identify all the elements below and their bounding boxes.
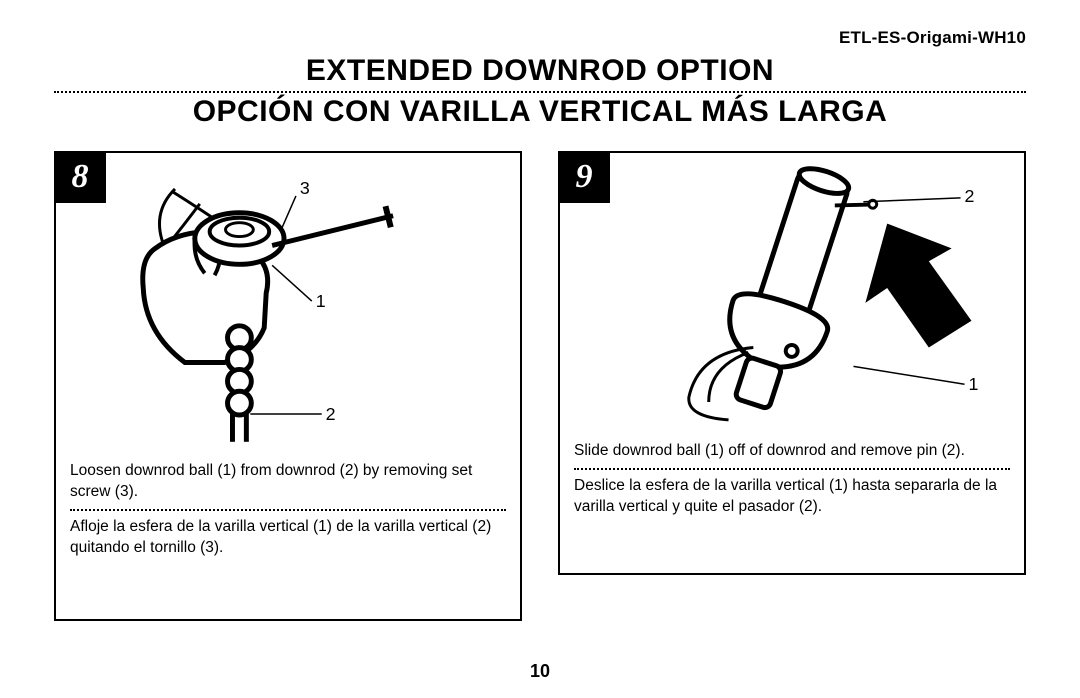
callout-1: 1 (968, 374, 978, 394)
caption-english: Loosen downrod ball (1) from downrod (2)… (70, 461, 506, 503)
callout-2: 2 (326, 404, 336, 424)
title-block: EXTENDED DOWNROD OPTION OPCIÓN CON VARIL… (54, 54, 1026, 129)
caption-block: Loosen downrod ball (1) from downrod (2)… (56, 453, 520, 571)
caption-block: Slide downrod ball (1) off of downrod an… (560, 433, 1024, 530)
caption-spanish: Afloje la esfera de la varilla vertical … (70, 517, 506, 559)
page-number: 10 (0, 661, 1080, 682)
illustration-step-8: 3 1 2 (56, 153, 520, 453)
callout-2: 2 (965, 186, 975, 206)
step-number: 8 (54, 151, 106, 203)
callout-3: 3 (300, 178, 310, 198)
title-divider (54, 91, 1026, 93)
title-spanish: OPCIÓN CON VARILLA VERTICAL MÁS LARGA (54, 95, 1026, 129)
caption-divider (574, 468, 1010, 470)
step-number: 9 (558, 151, 610, 203)
arrow-down-icon (865, 224, 971, 348)
model-number: ETL-ES-Origami-WH10 (54, 28, 1026, 48)
panel-step-9: 9 2 1 (558, 151, 1026, 575)
caption-english: Slide downrod ball (1) off of downrod an… (574, 441, 1010, 462)
callout-1: 1 (316, 291, 326, 311)
caption-divider (70, 509, 506, 511)
title-english: EXTENDED DOWNROD OPTION (54, 54, 1026, 88)
panel-step-8: 8 (54, 151, 522, 621)
instruction-panels: 8 (54, 151, 1026, 621)
illustration-step-9: 2 1 (560, 153, 1024, 433)
caption-spanish: Deslice la esfera de la varilla vertical… (574, 476, 1010, 518)
